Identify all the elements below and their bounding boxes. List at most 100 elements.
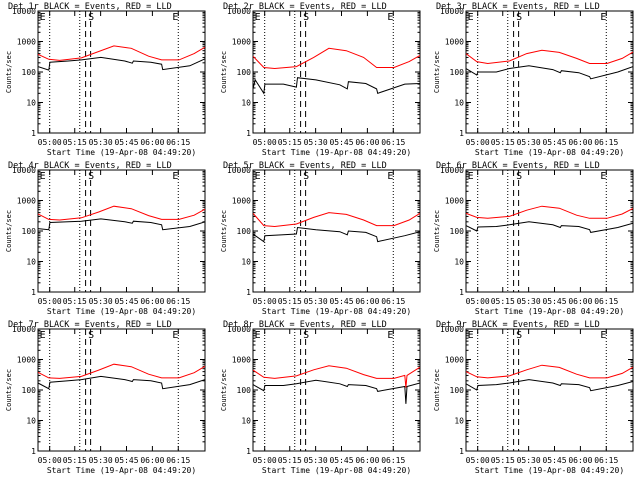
y-tick-label: 10000 [12,325,36,334]
x-axis-label: Start Time (19-Apr-08 04:49:20) [262,466,411,475]
detector-panel: Det 8r BLACK = Events, RED = LLD 1 10 100 10… [220,320,421,475]
y-tick-label: 1 [31,447,36,456]
y-tick-label: 10 [454,417,464,426]
events-series-line [466,221,633,233]
lld-series-line [38,45,205,61]
plot-frame [252,10,421,134]
x-tick-label: 06:00 [140,456,164,465]
x-axis-label: Start Time (19-Apr-08 04:49:20) [47,148,196,157]
y-axis-label: Counts/sec [433,51,441,93]
panel-title: Det 4r BLACK = Events, RED = LLD [8,161,172,171]
detector-panel: Det 9r BLACK = Events, RED = LLD 1 10 100 10… [433,320,634,475]
x-axis-label: Start Time (19-Apr-08 04:49:20) [262,148,411,157]
x-tick-label: 05:00 [38,138,62,147]
y-tick-label: 100 [22,227,37,236]
x-tick-label: 05:15 [278,297,302,306]
y-tick-label: 10 [241,99,251,108]
x-tick-label: 06:15 [166,456,190,465]
y-tick-label: 10000 [12,166,36,175]
x-tick-label: 05:00 [466,456,490,465]
y-tick-label: 10 [454,258,464,267]
x-tick-label: 05:00 [253,456,277,465]
x-axis-label: Start Time (19-Apr-08 04:49:20) [475,466,624,475]
y-tick-label: 100 [22,386,37,395]
interval-marker: E [172,12,178,23]
x-tick-label: 06:00 [355,297,379,306]
y-axis-label: Counts/sec [433,369,441,411]
detector-panel: Det 2r BLACK = Events, RED = LLD 1 10 100 10… [220,2,421,157]
x-axis-label: Start Time (19-Apr-08 04:49:20) [47,466,196,475]
x-tick-label: 05:30 [89,456,113,465]
y-tick-label: 1000 [445,356,464,365]
x-tick-label: 05:45 [542,456,566,465]
y-tick-label: 1000 [232,38,251,47]
x-tick-label: 05:00 [253,297,277,306]
plot-frame [465,169,634,293]
x-tick-label: 05:15 [278,456,302,465]
x-tick-label: 06:00 [568,297,592,306]
interval-marker: S [516,12,522,23]
x-tick-label: 06:15 [166,297,190,306]
y-tick-label: 10000 [227,166,251,175]
interval-marker: S [303,12,309,23]
detector-panel: Det 6r BLACK = Events, RED = LLD 1 10 100 10… [433,161,634,316]
detector-panel: Det 7r BLACK = Events, RED = LLD 1 10 100 10… [5,320,206,475]
events-series-line [466,379,633,392]
x-tick-label: 06:00 [140,138,164,147]
interval-marker: E [387,171,393,182]
x-tick-label: 06:00 [568,456,592,465]
y-tick-label: 10000 [440,7,464,16]
x-tick-label: 06:15 [594,297,618,306]
panel-title: Det 2r BLACK = Events, RED = LLD [223,2,387,12]
interval-marker: E [387,12,393,23]
x-axis-label: Start Time (19-Apr-08 04:49:20) [475,307,624,316]
detector-panel: Det 1r BLACK = Events, RED = LLD 1 10 100 10… [5,2,206,157]
x-tick-label: 05:30 [304,297,328,306]
interval-marker: S [88,171,94,182]
x-tick-label: 05:30 [517,456,541,465]
x-tick-label: 05:45 [329,456,353,465]
y-tick-label: 1 [459,129,464,138]
interval-marker: E [40,171,46,182]
x-tick-label: 06:00 [140,297,164,306]
events-series-line [38,218,205,231]
y-tick-label: 1 [31,129,36,138]
panel-title: Det 1r BLACK = Events, RED = LLD [8,2,172,12]
detector-panel: Det 4r BLACK = Events, RED = LLD 1 10 100 10… [5,161,206,316]
interval-marker: E [468,330,474,341]
x-tick-label: 05:15 [63,297,87,306]
y-tick-label: 10 [26,99,36,108]
lld-series-line [38,205,205,221]
y-tick-label: 10 [26,258,36,267]
detector-panel: Det 5r BLACK = Events, RED = LLD 1 10 100 10… [220,161,421,316]
y-tick-label: 10 [26,417,36,426]
lld-series-line [466,205,633,219]
panel-title: Det 6r BLACK = Events, RED = LLD [436,161,600,171]
y-tick-label: 1000 [445,197,464,206]
x-tick-label: 05:30 [517,138,541,147]
interval-marker: S [516,171,522,182]
x-tick-label: 05:00 [38,297,62,306]
x-tick-label: 05:00 [466,297,490,306]
x-tick-label: 05:30 [304,138,328,147]
x-tick-label: 05:00 [38,456,62,465]
y-axis-label: Counts/sec [220,369,228,411]
x-tick-label: 05:15 [63,138,87,147]
x-tick-label: 05:30 [89,138,113,147]
interval-marker: E [600,171,606,182]
x-tick-label: 06:15 [381,138,405,147]
y-axis-label: Counts/sec [5,369,13,411]
interval-marker: E [40,12,46,23]
y-axis-label: Counts/sec [433,210,441,252]
x-axis-label: Start Time (19-Apr-08 04:49:20) [262,307,411,316]
y-axis-label: Counts/sec [5,210,13,252]
y-tick-label: 10000 [227,7,251,16]
y-tick-label: 1 [246,129,251,138]
interval-marker: E [468,171,474,182]
lld-series-line [253,365,420,388]
events-series-line [466,65,633,80]
interval-marker: E [600,330,606,341]
y-tick-label: 100 [237,68,252,77]
x-tick-label: 05:45 [329,297,353,306]
